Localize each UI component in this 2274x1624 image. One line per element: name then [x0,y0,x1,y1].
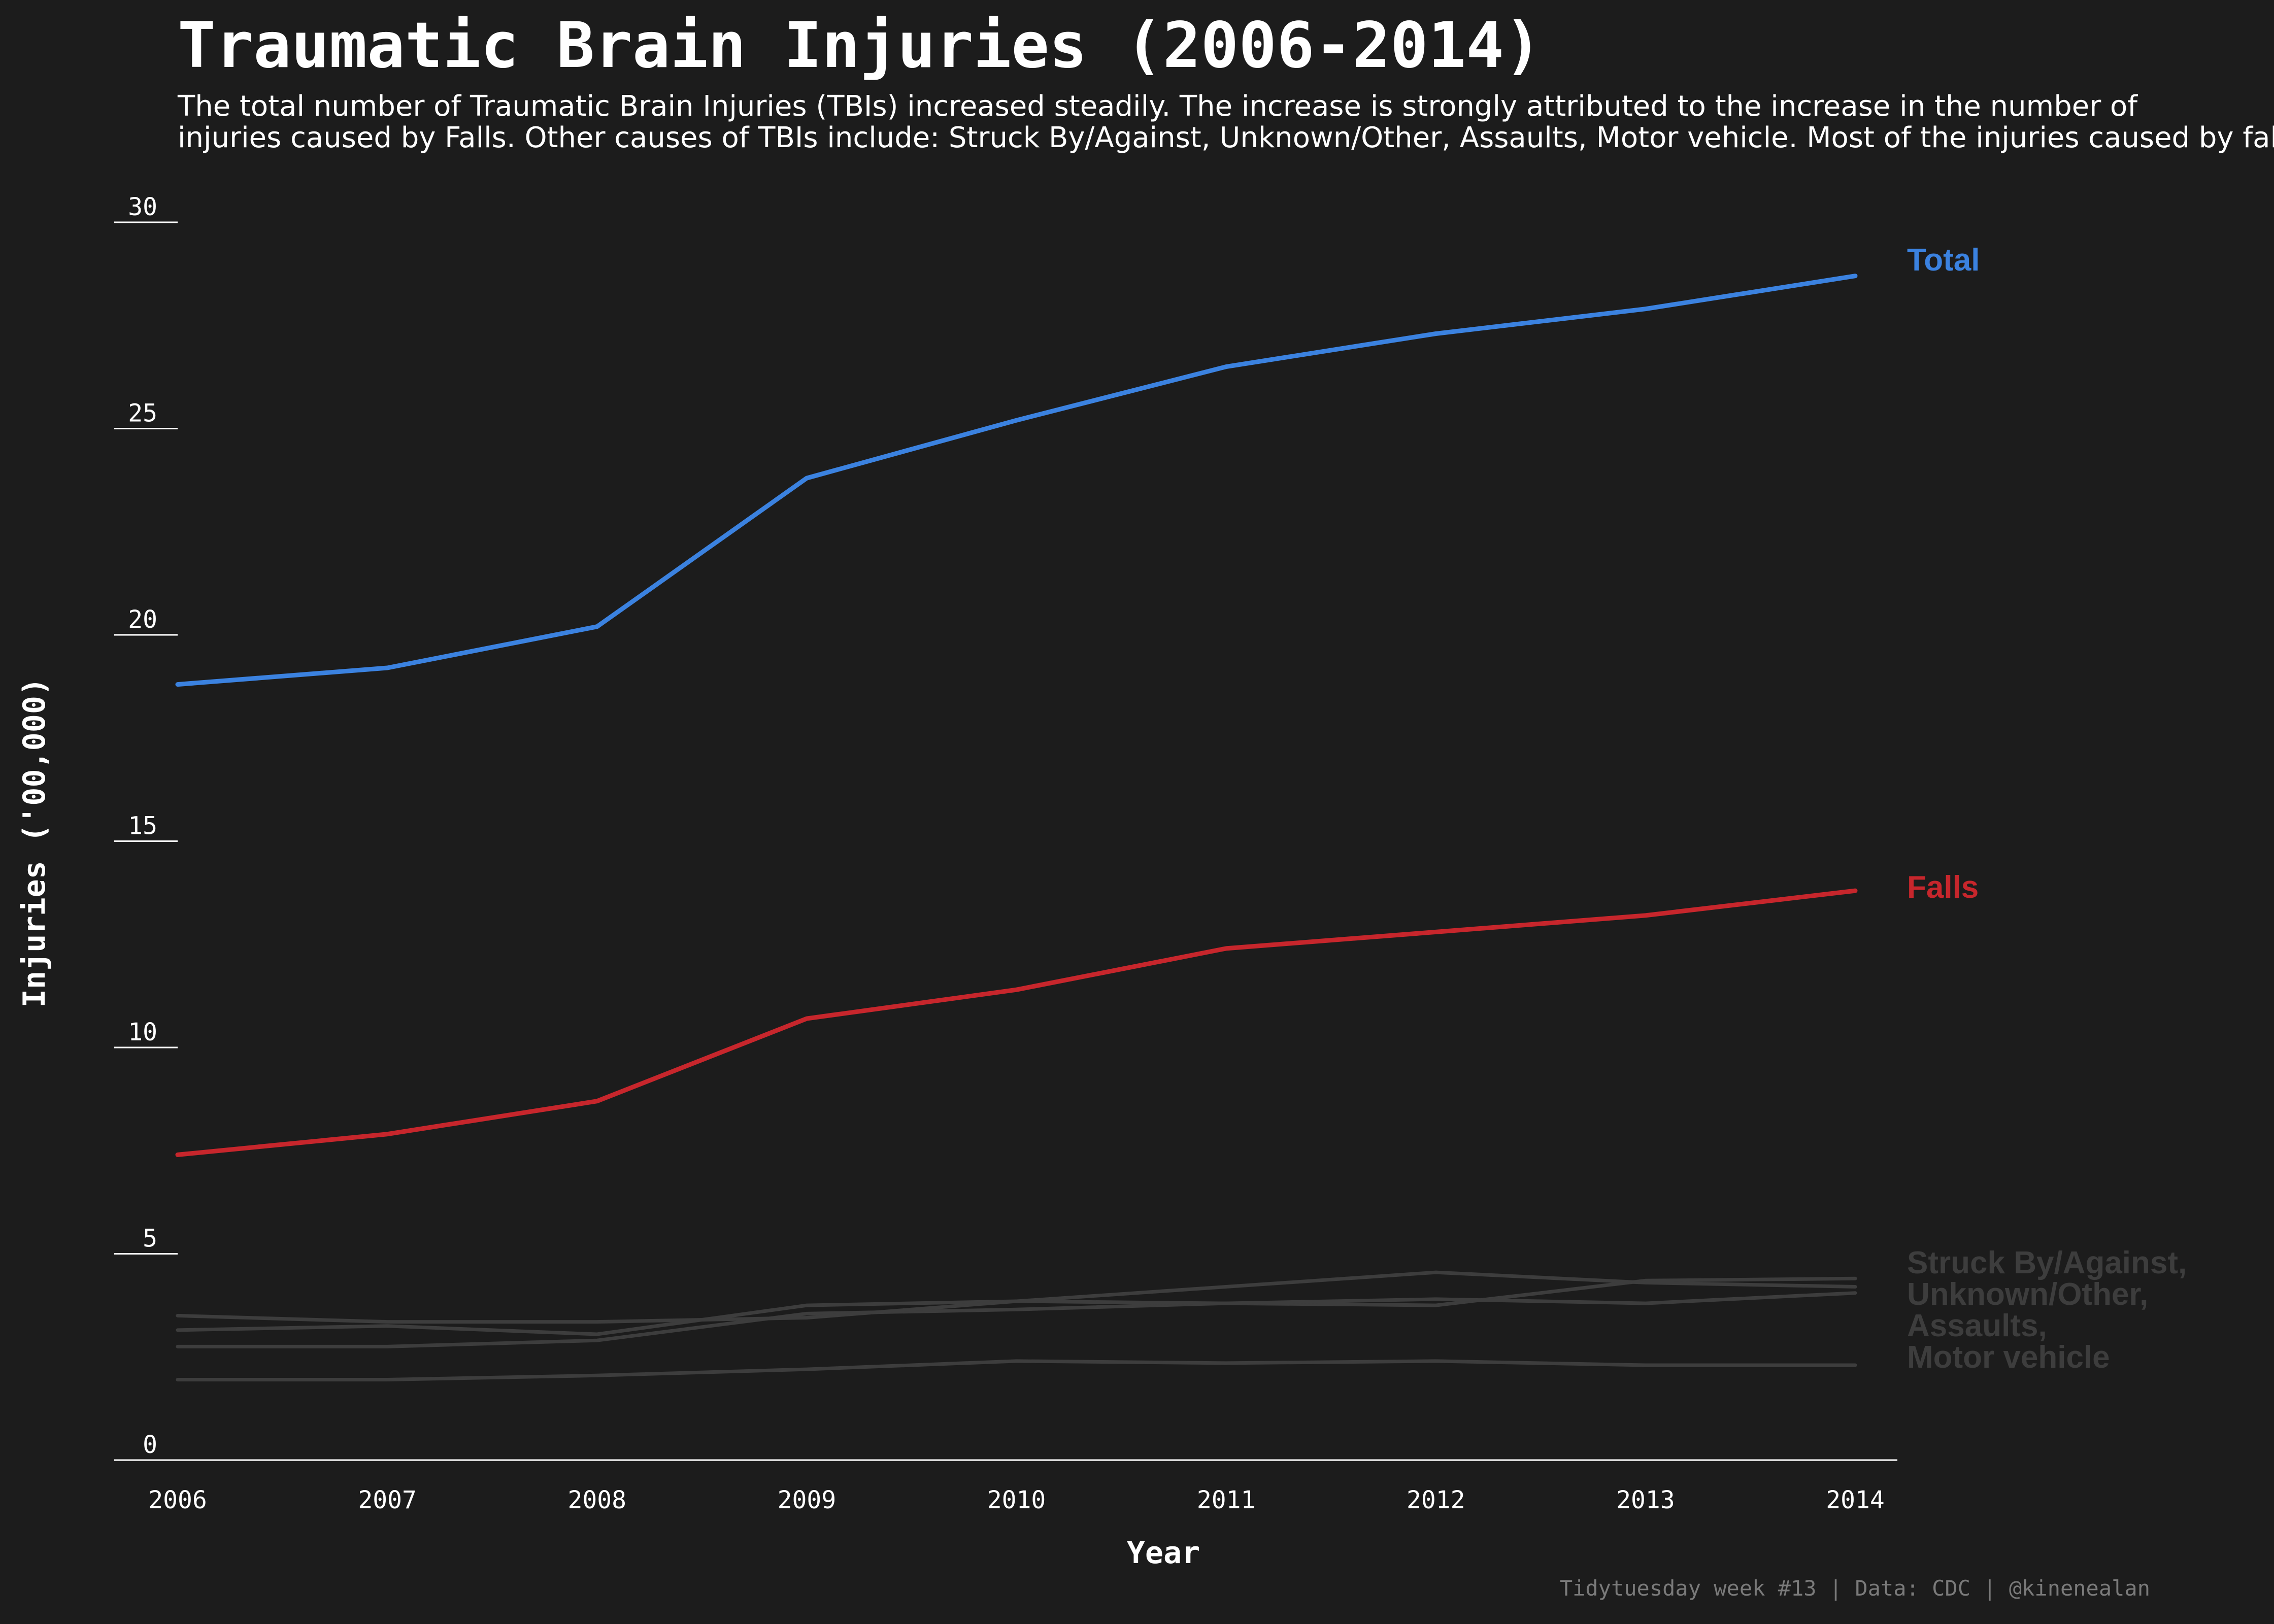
series-line-other-cause-4 [176,1276,1857,1348]
series-annotation-line: Motor vehicle [1907,1340,2110,1375]
series-line-other-cause-3 [176,1291,1857,1336]
x-axis-title: Year [1127,1535,1200,1571]
y-tick-label: 30 [128,193,157,221]
series-line-total [175,274,1858,687]
series-annotation-line: Unknown/Other, [1907,1277,2148,1312]
y-axis: 0 5 10 15 20 25 30 [114,193,178,1459]
x-tick-label: 2007 [358,1486,417,1514]
x-tick-label: 2012 [1407,1486,1465,1514]
x-tick-label: 2011 [1197,1486,1256,1514]
y-tick-label: 20 [128,605,157,634]
chart-subtitle-line-1: The total number of Traumatic Brain Inju… [177,90,2138,123]
y-tick-label: 5 [143,1225,157,1253]
chart-subtitle-line-2: injuries caused by Falls. Other causes o… [178,121,2274,154]
y-axis-title: Injuries ('00,000) [17,678,52,1007]
series-annotation: Total [1907,243,1980,278]
series-lines [175,274,1858,1381]
x-tick-label: 2013 [1616,1486,1675,1514]
y-tick-label: 10 [128,1018,157,1046]
series-line-other-cause-2 [176,1270,1857,1324]
x-tick-label: 2009 [778,1486,837,1514]
series-line-other-cause-5 [176,1359,1857,1381]
x-tick-label: 2006 [148,1486,207,1514]
x-tick-label: 2010 [987,1486,1046,1514]
series-annotation: Falls [1907,870,1979,905]
x-tick-label: 2014 [1826,1486,1885,1514]
x-tick-label: 2008 [567,1486,626,1514]
y-tick-label: 15 [128,812,157,840]
chart-title: Traumatic Brain Injuries (2006-2014) [178,9,1542,82]
x-axis: 2006 2007 2008 2009 2010 2011 2012 2013 2014 [114,1459,1897,1514]
series-annotation-line: Struck By/Against, [1907,1245,2187,1280]
series-annotation: Struck By/Against, Unknown/Other, Assaults… [1907,1245,2187,1375]
y-tick-label: 25 [128,399,157,428]
y-tick-label: 0 [143,1431,157,1459]
chart-caption: Tidytuesday week #13 | Data: CDC | @kine… [1560,1576,2150,1601]
series-labels: Total Falls Struck By/Against, Unknown/Othe… [1907,243,2187,1375]
series-line-falls [175,888,1858,1157]
series-annotation-line: Assaults, [1907,1308,2047,1343]
